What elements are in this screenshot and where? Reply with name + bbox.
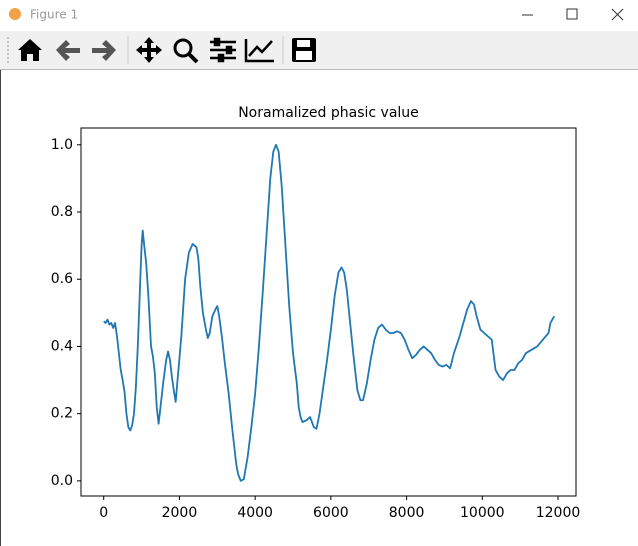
- y-tick-label: 0.6: [51, 271, 73, 287]
- x-tick-label: 4000: [237, 505, 273, 521]
- axes-frame: [80, 127, 577, 497]
- x-tick-label: 2000: [162, 505, 198, 521]
- chart-title: Noramalized phasic value: [238, 105, 419, 121]
- zoom-button[interactable]: [173, 38, 199, 64]
- y-tick-label: 1.0: [51, 137, 73, 153]
- x-tick-label: 10000: [460, 505, 505, 521]
- toolbar: [0, 31, 638, 70]
- configure-button[interactable]: [210, 37, 236, 63]
- forward-button[interactable]: [92, 40, 116, 61]
- x-tick-label: 6000: [313, 505, 349, 521]
- x-tick-label: 8000: [389, 505, 425, 521]
- pan-button[interactable]: [136, 37, 162, 63]
- window-title: Figure 1: [30, 8, 78, 22]
- back-button[interactable]: [56, 40, 80, 61]
- edit-axis-button[interactable]: [244, 39, 274, 63]
- y-tick-label: 0.4: [51, 338, 73, 354]
- data-line: [103, 143, 556, 482]
- y-tick-label: 0.8: [51, 204, 73, 220]
- home-button[interactable]: [18, 39, 42, 61]
- x-tick-label: 0: [99, 505, 108, 521]
- save-button[interactable]: [292, 38, 316, 62]
- app-icon: [9, 8, 21, 20]
- y-tick-label: 0.0: [51, 473, 73, 489]
- x-tick-label: 12000: [536, 505, 581, 521]
- close-button[interactable]: [611, 8, 624, 21]
- maximize-button[interactable]: [566, 8, 578, 20]
- y-tick-label: 0.2: [51, 406, 73, 422]
- title-bar: Figure 1: [9, 8, 624, 22]
- plot-area: 0 2000 4000 6000 8000 10000 12000 0.0 0.2 0.4 0.6 0…: [51, 127, 581, 521]
